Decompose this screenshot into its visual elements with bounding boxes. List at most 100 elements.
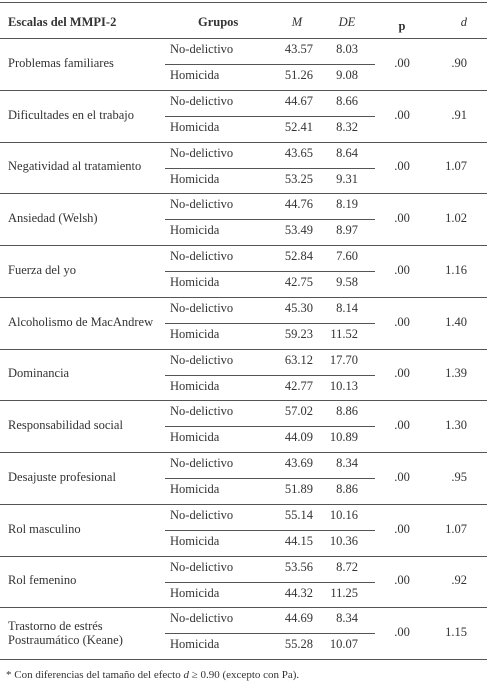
effect-size: 1.07 bbox=[445, 521, 467, 536]
sd: 11.25 bbox=[330, 585, 358, 600]
group-name: Homicida bbox=[170, 637, 220, 652]
rule bbox=[0, 245, 487, 246]
rule bbox=[0, 555, 487, 557]
p-value: .00 bbox=[394, 55, 410, 70]
group-name: Homicida bbox=[170, 533, 220, 548]
sd: 10.13 bbox=[329, 378, 358, 393]
mean: 42.77 bbox=[284, 378, 313, 393]
group-name: No-delictivo bbox=[170, 507, 234, 522]
effect-size: 1.02 bbox=[445, 211, 467, 226]
sd: 10.16 bbox=[329, 507, 358, 522]
header-cell: Grupos bbox=[198, 15, 239, 29]
sd: 11.52 bbox=[330, 326, 358, 341]
scale-name: Dominancia bbox=[8, 366, 70, 381]
mean: 44.09 bbox=[284, 430, 313, 445]
scale-name: Alcoholismo de MacAndrew bbox=[8, 314, 154, 329]
group-name: No-delictivo bbox=[170, 93, 234, 108]
group-name: No-delictivo bbox=[170, 145, 234, 160]
footnote-text: ≥ 0.90 (excepto con Pa). bbox=[188, 669, 300, 681]
footnote: * Con diferencias del tamaño del efecto … bbox=[6, 669, 299, 681]
rule bbox=[0, 452, 487, 453]
sd: 9.58 bbox=[336, 275, 358, 289]
sd: 8.34 bbox=[336, 456, 358, 470]
effect-size: .95 bbox=[451, 469, 467, 484]
group-name: Homicida bbox=[170, 171, 220, 186]
mean: 52.41 bbox=[284, 119, 313, 134]
rule bbox=[165, 167, 375, 169]
sd: 10.36 bbox=[329, 533, 358, 548]
group-name: No-delictivo bbox=[170, 300, 234, 315]
mean: 53.25 bbox=[284, 171, 313, 186]
group-name: No-delictivo bbox=[170, 611, 234, 626]
effect-size: .91 bbox=[451, 107, 467, 122]
footnote-text: d bbox=[183, 669, 189, 681]
rule bbox=[165, 426, 375, 428]
p-value: .00 bbox=[394, 366, 410, 381]
mean: 43.57 bbox=[284, 42, 313, 56]
mean: 55.14 bbox=[284, 507, 313, 522]
rule bbox=[0, 607, 487, 609]
effect-size: .92 bbox=[451, 573, 467, 588]
rule bbox=[165, 64, 375, 65]
group-name: No-delictivo bbox=[170, 197, 234, 212]
rule bbox=[165, 219, 375, 221]
effect-size: 1.07 bbox=[445, 159, 467, 174]
group-name: Homicida bbox=[170, 326, 220, 341]
p-value: .00 bbox=[394, 107, 410, 122]
group-name: No-delictivo bbox=[170, 42, 234, 56]
mean: 44.76 bbox=[284, 197, 313, 212]
rule bbox=[0, 503, 487, 505]
header-cell: M bbox=[291, 15, 303, 29]
p-value: .00 bbox=[394, 262, 410, 277]
scale-name: Responsabilidad social bbox=[8, 418, 123, 433]
sd: 8.66 bbox=[336, 93, 358, 108]
mean: 45.30 bbox=[284, 300, 313, 315]
p-value: .00 bbox=[394, 625, 410, 640]
effect-size: 1.39 bbox=[445, 366, 467, 381]
p-value: .00 bbox=[394, 418, 410, 433]
rule bbox=[165, 271, 375, 272]
sd: 8.34 bbox=[336, 611, 358, 626]
rule bbox=[165, 322, 375, 324]
rule bbox=[0, 141, 487, 143]
rule bbox=[165, 374, 375, 376]
effect-size: 1.16 bbox=[445, 262, 467, 277]
sd: 8.72 bbox=[336, 559, 358, 574]
scale-name: Trastorno de estrés Postraumático (Keane… bbox=[8, 619, 123, 648]
mean: 57.02 bbox=[284, 404, 313, 419]
effect-size: 1.40 bbox=[445, 314, 467, 329]
p-value: .00 bbox=[394, 469, 410, 484]
group-name: No-delictivo bbox=[170, 456, 234, 470]
footnote-text: * Con diferencias del tamaño del efecto bbox=[6, 669, 184, 681]
mean: 44.32 bbox=[284, 585, 313, 600]
scale-name: Rol femenino bbox=[8, 573, 77, 588]
scale-name: Negatividad al tratamiento bbox=[8, 159, 142, 174]
rule bbox=[165, 115, 375, 117]
sd: 8.19 bbox=[336, 197, 358, 212]
mean: 55.28 bbox=[284, 637, 313, 652]
mean: 44.15 bbox=[284, 533, 313, 548]
mean: 51.26 bbox=[284, 68, 313, 82]
scale-name: Desajuste profesional bbox=[8, 469, 116, 484]
mean: 53.56 bbox=[284, 559, 313, 574]
rule bbox=[0, 400, 487, 402]
group-name: Homicida bbox=[170, 482, 220, 496]
mean: 44.69 bbox=[284, 611, 313, 626]
group-name: Homicida bbox=[170, 119, 220, 134]
group-name: No-delictivo bbox=[170, 249, 234, 263]
sd: 8.64 bbox=[336, 145, 358, 160]
mean: 42.75 bbox=[284, 275, 313, 289]
mean: 52.84 bbox=[284, 249, 313, 263]
effect-size: .90 bbox=[451, 55, 467, 70]
group-name: No-delictivo bbox=[170, 559, 234, 574]
group-name: Homicida bbox=[170, 585, 220, 600]
sd: 8.86 bbox=[336, 482, 358, 496]
rule bbox=[0, 296, 487, 298]
group-name: No-delictivo bbox=[170, 352, 234, 367]
mean: 44.67 bbox=[284, 93, 313, 108]
group-name: Homicida bbox=[170, 430, 220, 445]
sd: 8.32 bbox=[336, 119, 358, 134]
p-value: .00 bbox=[394, 573, 410, 588]
scale-name: Problemas familiares bbox=[8, 55, 114, 70]
